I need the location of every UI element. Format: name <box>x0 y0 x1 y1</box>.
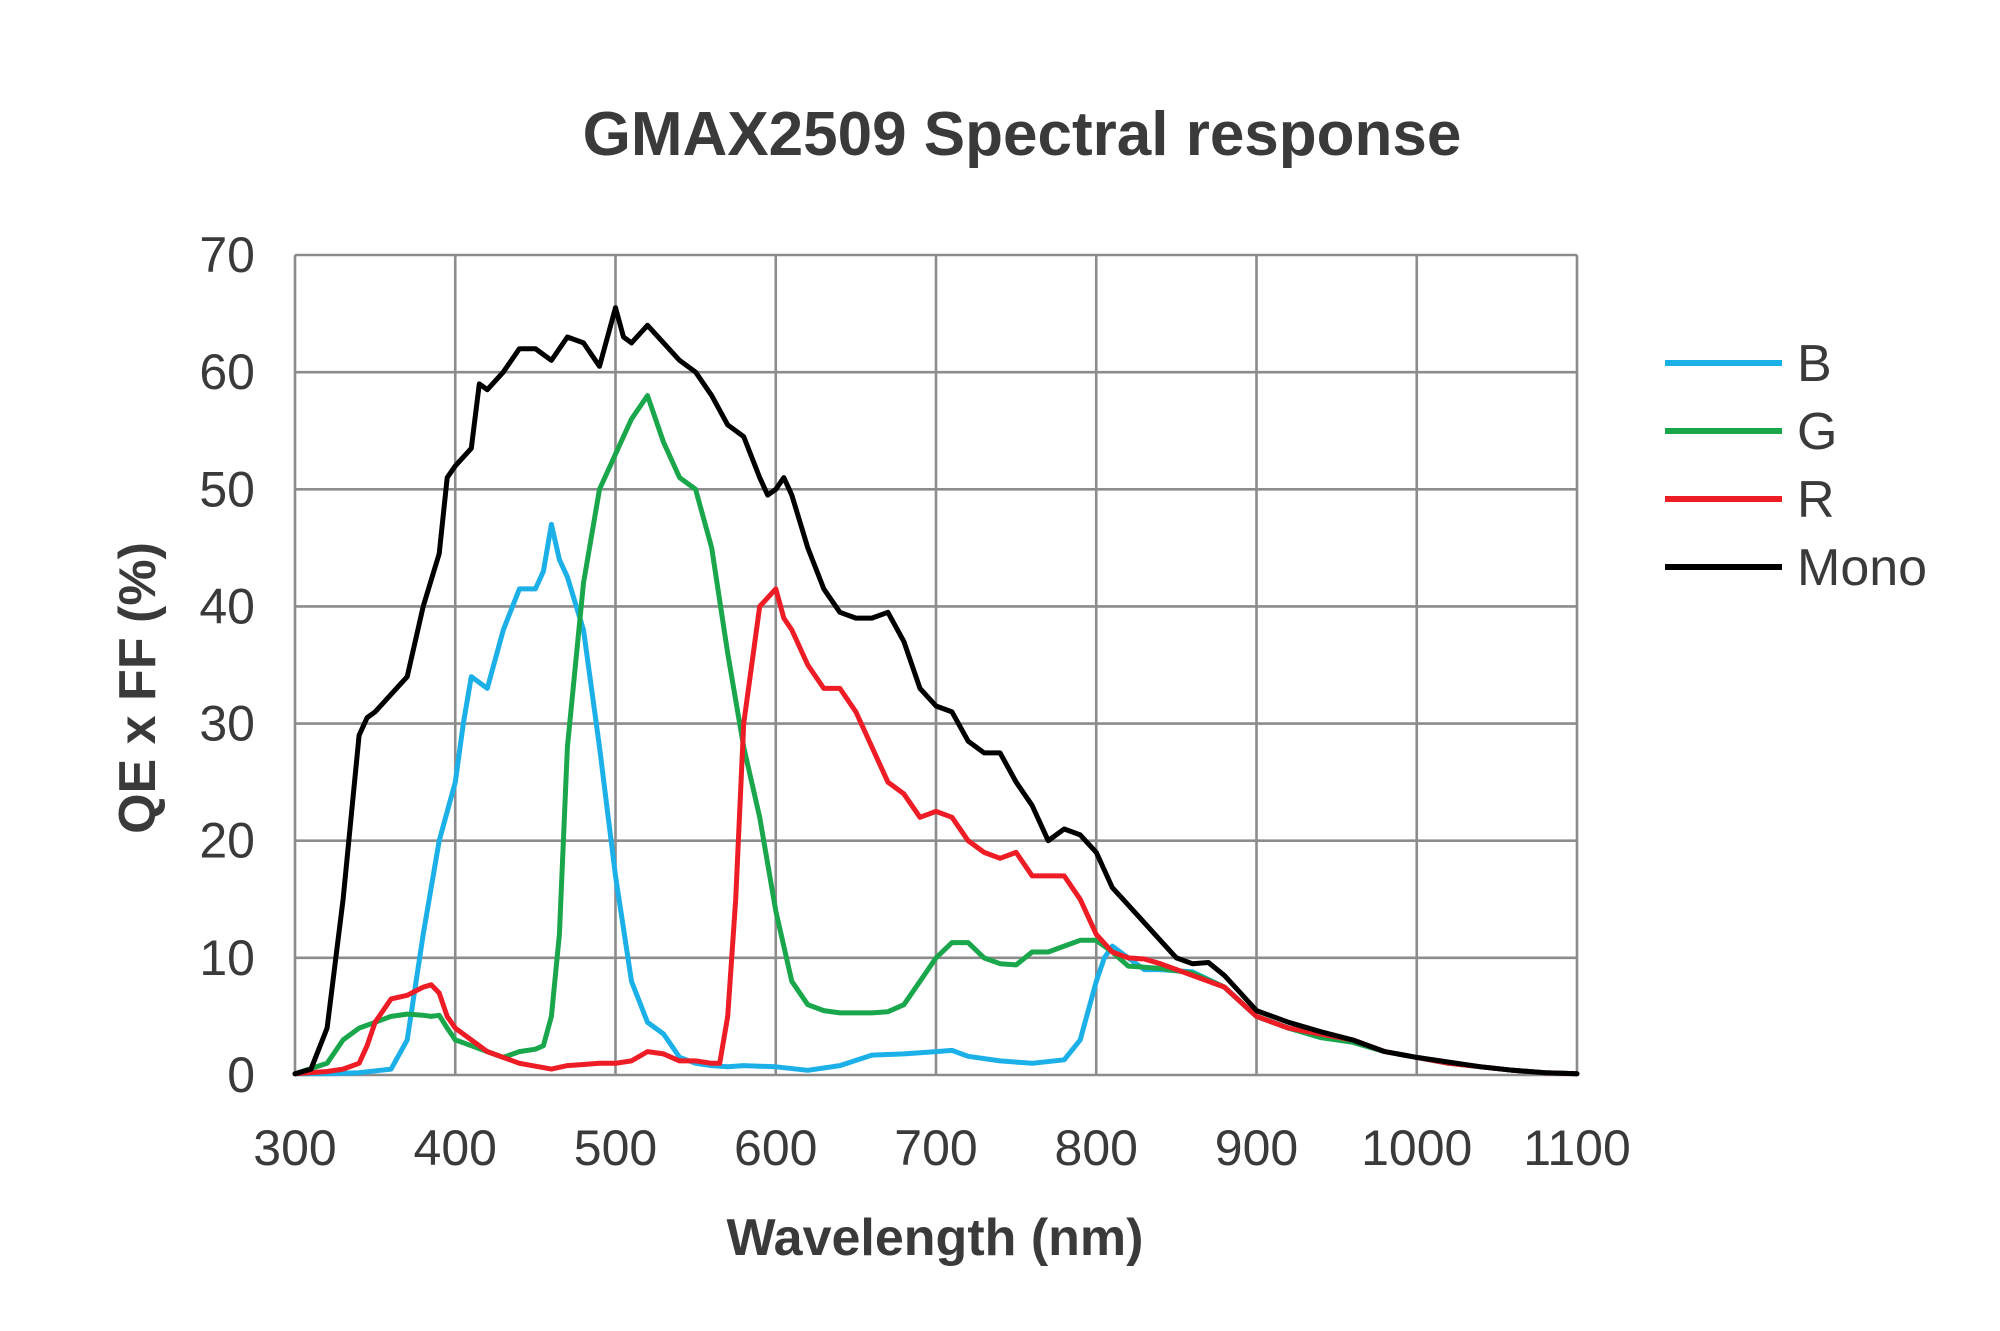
x-tick-label: 900 <box>1215 1120 1298 1176</box>
legend-label: B <box>1797 335 1832 393</box>
y-tick-label: 30 <box>199 696 255 752</box>
x-tick-label: 1000 <box>1361 1120 1472 1176</box>
x-axis-ticks: 300 400 500 600 700 800 900 1000 1100 <box>253 1120 1630 1176</box>
x-tick-label: 300 <box>253 1120 336 1176</box>
series-line-mono <box>292 305 1580 1077</box>
series-line-r <box>292 586 1580 1077</box>
x-tick-label: 500 <box>574 1120 657 1176</box>
y-tick-label: 0 <box>227 1047 255 1103</box>
y-axis-ticks: 0 10 20 30 40 50 60 70 <box>199 227 255 1103</box>
y-tick-label: 20 <box>199 813 255 869</box>
x-axis-title: Wavelength (nm) <box>727 1209 1144 1267</box>
legend-label: Mono <box>1797 539 1927 597</box>
x-tick-label: 1100 <box>1523 1120 1631 1176</box>
legend-item-mono: Mono <box>1665 539 1927 597</box>
y-tick-label: 50 <box>199 461 255 517</box>
y-tick-label: 70 <box>199 227 255 283</box>
legend: BGR Mono <box>1665 335 1927 597</box>
y-axis-title: QE x FF (%) <box>109 542 167 834</box>
x-tick-label: 700 <box>894 1120 977 1176</box>
legend-label: R <box>1797 471 1835 529</box>
grid <box>293 253 1579 1077</box>
x-tick-label: 400 <box>414 1120 497 1176</box>
series-lines <box>292 305 1580 1077</box>
y-tick-label: 40 <box>199 578 255 634</box>
y-tick-label: 60 <box>199 344 255 400</box>
legend-label: G <box>1797 403 1837 461</box>
legend-item-b: B <box>1665 335 1832 393</box>
y-tick-label: 10 <box>199 930 255 986</box>
chart-title: GMAX2509 Spectral response <box>583 100 1462 169</box>
legend-item-r: R <box>1665 471 1835 529</box>
x-tick-label: 600 <box>734 1120 817 1176</box>
x-tick-label: 800 <box>1055 1120 1138 1176</box>
legend-item-g: G <box>1665 403 1837 461</box>
